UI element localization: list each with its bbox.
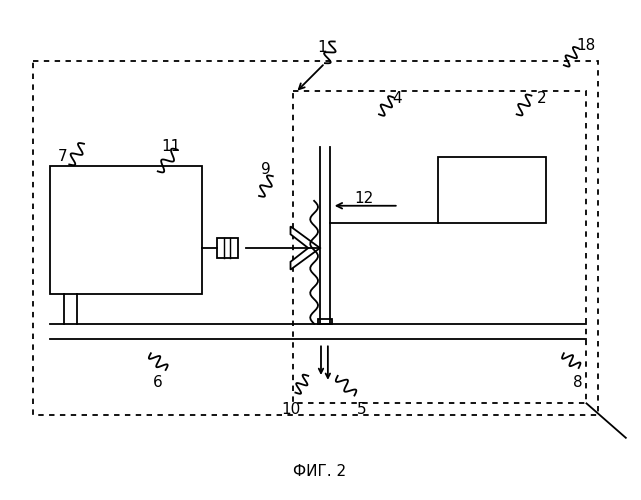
Text: 9: 9: [261, 162, 271, 177]
Bar: [294, 90, 587, 404]
Text: 1: 1: [317, 40, 327, 55]
Text: 7: 7: [58, 149, 67, 164]
Bar: [49, 166, 202, 294]
Polygon shape: [290, 226, 320, 270]
Text: 12: 12: [354, 192, 374, 206]
Bar: [33, 61, 598, 415]
Text: 2: 2: [537, 91, 546, 106]
Bar: [438, 156, 546, 224]
Text: 6: 6: [153, 375, 163, 390]
Bar: [318, 319, 332, 324]
Text: 11: 11: [161, 139, 180, 154]
Text: 4: 4: [392, 91, 401, 106]
Text: ФИГ. 2: ФИГ. 2: [294, 464, 347, 479]
Bar: [217, 238, 238, 258]
Text: 18: 18: [576, 38, 595, 53]
Text: 10: 10: [281, 402, 300, 417]
Text: 8: 8: [573, 375, 583, 390]
Text: 5: 5: [356, 402, 366, 417]
